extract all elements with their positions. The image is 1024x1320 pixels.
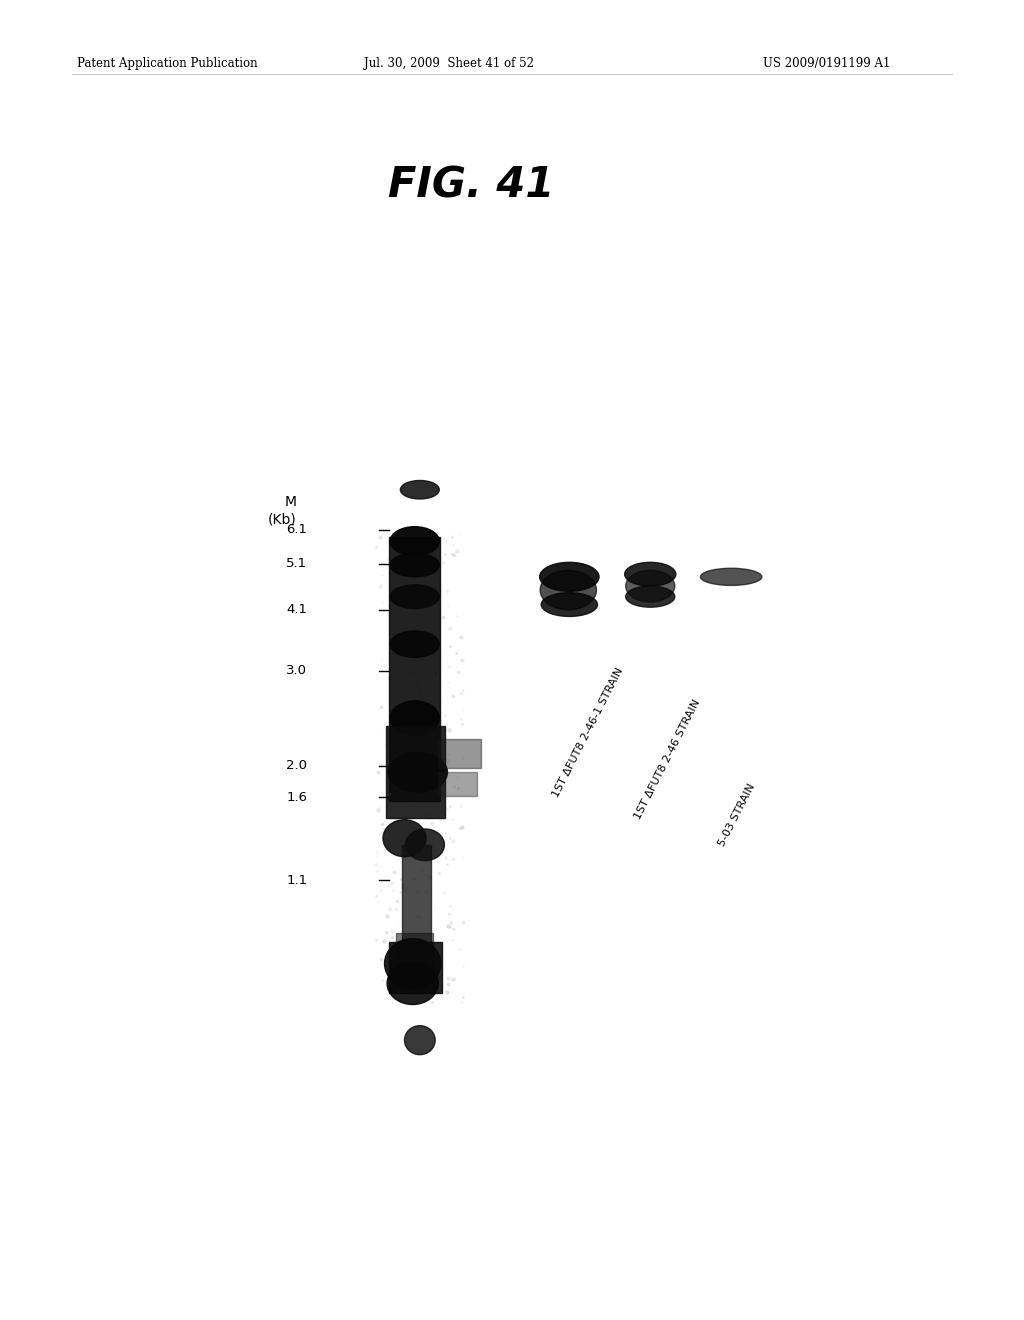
- Text: Jul. 30, 2009  Sheet 41 of 52: Jul. 30, 2009 Sheet 41 of 52: [364, 57, 534, 70]
- Text: 3.0: 3.0: [286, 664, 307, 677]
- Bar: [438, 739, 481, 768]
- Text: 5.1: 5.1: [286, 557, 307, 570]
- Ellipse shape: [540, 562, 599, 591]
- Text: FIG. 41: FIG. 41: [388, 165, 554, 207]
- Ellipse shape: [390, 701, 439, 735]
- Text: 1.1: 1.1: [286, 874, 307, 887]
- Text: 4.1: 4.1: [286, 603, 307, 616]
- Text: M
(Kb): M (Kb): [268, 495, 297, 527]
- Ellipse shape: [390, 553, 439, 577]
- Bar: [386, 726, 445, 818]
- Bar: [389, 942, 442, 993]
- Text: Patent Application Publication: Patent Application Publication: [77, 57, 257, 70]
- Text: US 2009/0191199 A1: US 2009/0191199 A1: [763, 57, 890, 70]
- Text: 1ST ΔFUT8 2-46-1 STRAIN: 1ST ΔFUT8 2-46-1 STRAIN: [551, 665, 626, 799]
- Ellipse shape: [626, 570, 675, 602]
- Text: 1.6: 1.6: [286, 791, 307, 804]
- Text: 2.0: 2.0: [286, 759, 307, 772]
- Text: 1ST ΔFUT8 2-46 STRAIN: 1ST ΔFUT8 2-46 STRAIN: [633, 698, 702, 821]
- Ellipse shape: [390, 527, 439, 556]
- Ellipse shape: [625, 562, 676, 586]
- Ellipse shape: [700, 568, 762, 586]
- Ellipse shape: [387, 962, 438, 1005]
- Ellipse shape: [390, 631, 439, 657]
- Bar: [438, 772, 477, 796]
- Bar: [402, 845, 431, 944]
- Ellipse shape: [404, 1026, 435, 1055]
- Ellipse shape: [626, 586, 675, 607]
- Ellipse shape: [542, 593, 598, 616]
- Ellipse shape: [383, 820, 426, 857]
- Ellipse shape: [400, 480, 439, 499]
- Text: 6.1: 6.1: [286, 524, 307, 536]
- Bar: [389, 537, 440, 801]
- Ellipse shape: [541, 570, 596, 610]
- Bar: [396, 933, 433, 966]
- Text: 5-03 STRAIN: 5-03 STRAIN: [717, 781, 757, 847]
- Ellipse shape: [406, 829, 444, 861]
- Ellipse shape: [388, 752, 447, 792]
- Ellipse shape: [390, 585, 439, 609]
- Ellipse shape: [385, 939, 441, 989]
